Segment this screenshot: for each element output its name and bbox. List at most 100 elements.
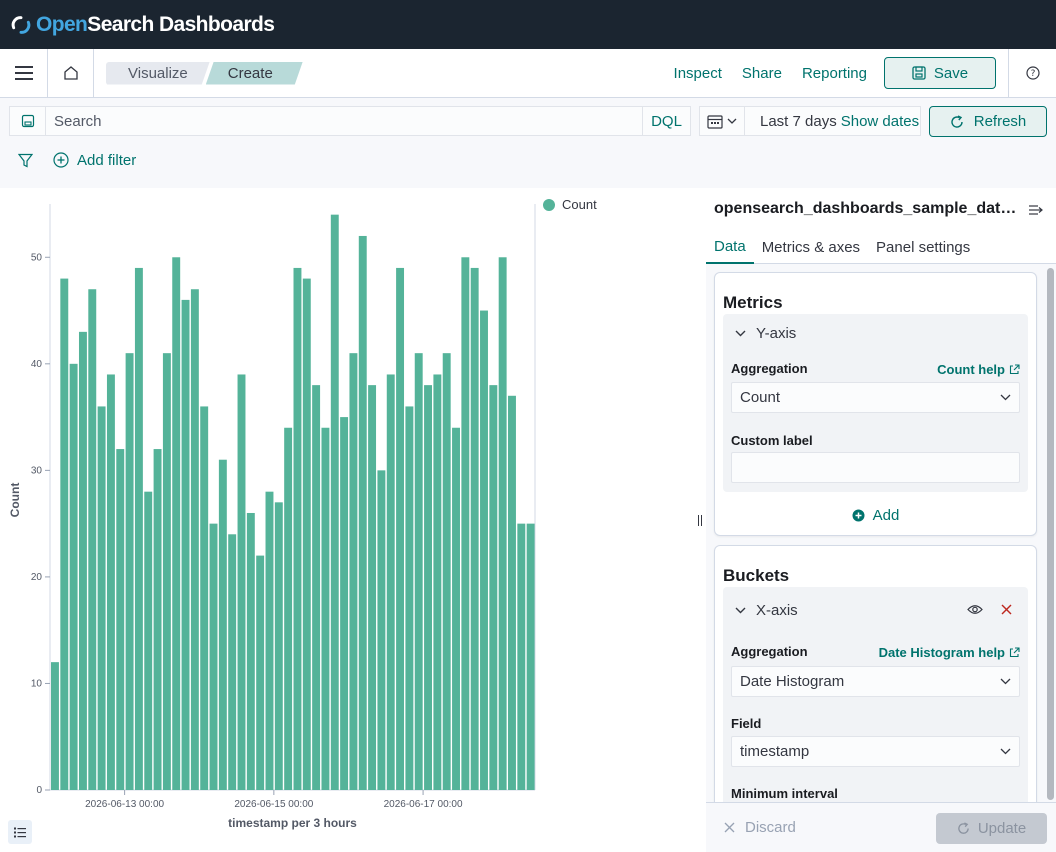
quick-date-menu-button[interactable] bbox=[700, 107, 745, 135]
count-help-text: Count help bbox=[937, 362, 1005, 377]
save-label: Save bbox=[933, 64, 969, 82]
bar bbox=[508, 395, 516, 790]
bar bbox=[424, 385, 433, 790]
share-button[interactable]: Share bbox=[741, 64, 782, 82]
svg-text:?: ? bbox=[1030, 69, 1035, 79]
y-tick-label: 40 bbox=[31, 359, 43, 370]
tab-panel-settings[interactable]: Panel settings bbox=[876, 238, 971, 256]
date-histogram-help-text: Date Histogram help bbox=[878, 645, 1005, 660]
bar bbox=[470, 267, 479, 791]
buckets-title: Buckets bbox=[723, 566, 790, 585]
bar bbox=[405, 406, 414, 790]
custom-label-input[interactable] bbox=[731, 452, 1020, 483]
search-input[interactable] bbox=[46, 112, 642, 130]
discard-button[interactable]: Discard bbox=[724, 819, 796, 836]
refresh-button[interactable]: Refresh bbox=[929, 106, 1047, 137]
editor-sidebar: opensearch_dashboards_sample_data_logs D… bbox=[706, 188, 1056, 852]
hamburger-icon bbox=[14, 66, 33, 80]
chevron-down-icon bbox=[727, 118, 737, 124]
x-axis-aggregation: X-axis Aggregation Date Histogram help D… bbox=[723, 587, 1028, 802]
collapse-right-icon bbox=[1029, 205, 1043, 215]
y-axis-aggregation: Y-axis Aggregation Count help Count Cust… bbox=[723, 314, 1028, 492]
chevron-down-icon bbox=[1000, 678, 1011, 685]
y-tick-label: 50 bbox=[31, 252, 43, 263]
filter-icon bbox=[18, 153, 33, 167]
aggregation-value: Count bbox=[740, 389, 781, 406]
resize-grip-icon bbox=[698, 514, 702, 526]
menu-button[interactable] bbox=[0, 49, 48, 97]
metrics-panel: Metrics Y-axis Aggregation Count help Co… bbox=[714, 272, 1037, 536]
bar bbox=[433, 374, 442, 790]
bar bbox=[153, 449, 162, 790]
query-language-button[interactable]: DQL bbox=[642, 107, 690, 135]
bar bbox=[106, 374, 115, 790]
date-picker: Last 7 days Show dates bbox=[699, 106, 921, 136]
y-axis-toggle[interactable]: Y-axis bbox=[735, 325, 796, 342]
collapse-sidebar-button[interactable] bbox=[1028, 203, 1044, 215]
visualization-area: 0 10 20 30 40 50 2026-06-13 00:00 2026-06-15 00… bbox=[0, 188, 694, 852]
show-dates-button[interactable]: Show dates bbox=[840, 112, 920, 130]
sidebar-content[interactable]: Metrics Y-axis Aggregation Count help Co… bbox=[706, 264, 1056, 802]
bar bbox=[134, 267, 143, 791]
bucket-aggregation-select[interactable]: Date Histogram bbox=[731, 666, 1020, 697]
inspect-button[interactable]: Inspect bbox=[673, 64, 722, 82]
update-label: Update bbox=[977, 820, 1027, 837]
add-filter-button[interactable]: Add filter bbox=[53, 152, 136, 169]
bar bbox=[293, 267, 302, 791]
reporting-button[interactable]: Reporting bbox=[801, 64, 867, 82]
home-button[interactable] bbox=[48, 49, 94, 97]
bar bbox=[256, 555, 265, 790]
bar bbox=[162, 353, 171, 790]
bar bbox=[349, 353, 358, 790]
save-query-icon bbox=[21, 114, 34, 128]
plus-circle-icon bbox=[53, 152, 69, 168]
bucket-aggregation-label: Aggregation bbox=[731, 644, 808, 659]
opensearch-logo[interactable]: OpenSearch Dashboards bbox=[10, 13, 275, 37]
x-tick-label: 2026-06-17 00:00 bbox=[384, 799, 463, 810]
add-metric-button[interactable]: Add bbox=[715, 507, 1036, 524]
aggregation-select[interactable]: Count bbox=[731, 382, 1020, 413]
calendar-icon bbox=[707, 114, 723, 129]
sidebar-scrollbar[interactable] bbox=[1047, 268, 1054, 800]
x-axis-title: timestamp per 3 hours bbox=[228, 816, 357, 830]
eye-icon[interactable] bbox=[967, 604, 983, 615]
count-help-link[interactable]: Count help bbox=[937, 362, 1020, 377]
bar bbox=[284, 427, 293, 790]
y-tick-label: 10 bbox=[31, 678, 43, 689]
tab-metrics-axes[interactable]: Metrics & axes bbox=[761, 238, 861, 256]
bar bbox=[321, 427, 330, 790]
bar bbox=[97, 406, 106, 790]
search-bar: DQL bbox=[9, 106, 691, 136]
saved-queries-button[interactable] bbox=[10, 107, 46, 135]
legend-label[interactable]: Count bbox=[562, 197, 597, 212]
index-pattern-title: opensearch_dashboards_sample_data_logs bbox=[714, 200, 1022, 217]
chart-legend[interactable]: Count bbox=[543, 197, 597, 212]
query-bar: DQL Last 7 days Show dates Refresh Add f… bbox=[0, 98, 1056, 188]
bar bbox=[69, 363, 78, 790]
x-axis-toggle[interactable]: X-axis bbox=[735, 602, 798, 619]
date-range-text[interactable]: Last 7 days bbox=[760, 112, 837, 130]
close-icon[interactable] bbox=[1001, 604, 1012, 615]
legend-toggle-button[interactable] bbox=[8, 820, 32, 844]
bar-chart: 0 10 20 30 40 50 2026-06-13 00:00 2026-06-15 00… bbox=[8, 204, 536, 830]
filter-menu-button[interactable] bbox=[18, 153, 33, 168]
field-select[interactable]: timestamp bbox=[731, 736, 1020, 767]
bar bbox=[209, 523, 218, 790]
tab-data[interactable]: Data bbox=[706, 230, 754, 264]
legend-color-dot[interactable] bbox=[543, 198, 555, 211]
save-icon bbox=[912, 66, 926, 80]
help-menu-button[interactable]: ? bbox=[1008, 49, 1056, 97]
plus-circle-icon bbox=[852, 509, 865, 522]
sidebar-tabs: Data Metrics & axes Panel settings bbox=[706, 230, 1056, 264]
list-icon bbox=[14, 827, 26, 837]
date-histogram-help-link[interactable]: Date Histogram help bbox=[879, 645, 1020, 660]
update-button[interactable]: Update bbox=[936, 813, 1047, 844]
breadcrumb-visualize[interactable]: Visualize bbox=[106, 62, 210, 85]
custom-label-label: Custom label bbox=[731, 433, 813, 448]
panel-resize-handle[interactable] bbox=[694, 188, 706, 852]
save-button[interactable]: Save bbox=[884, 57, 996, 89]
refresh-label: Refresh bbox=[973, 113, 1027, 130]
x-tick-label: 2026-06-15 00:00 bbox=[234, 799, 313, 810]
app-actions: Inspect Share Reporting Save ? bbox=[664, 49, 1056, 97]
bar bbox=[88, 289, 97, 790]
